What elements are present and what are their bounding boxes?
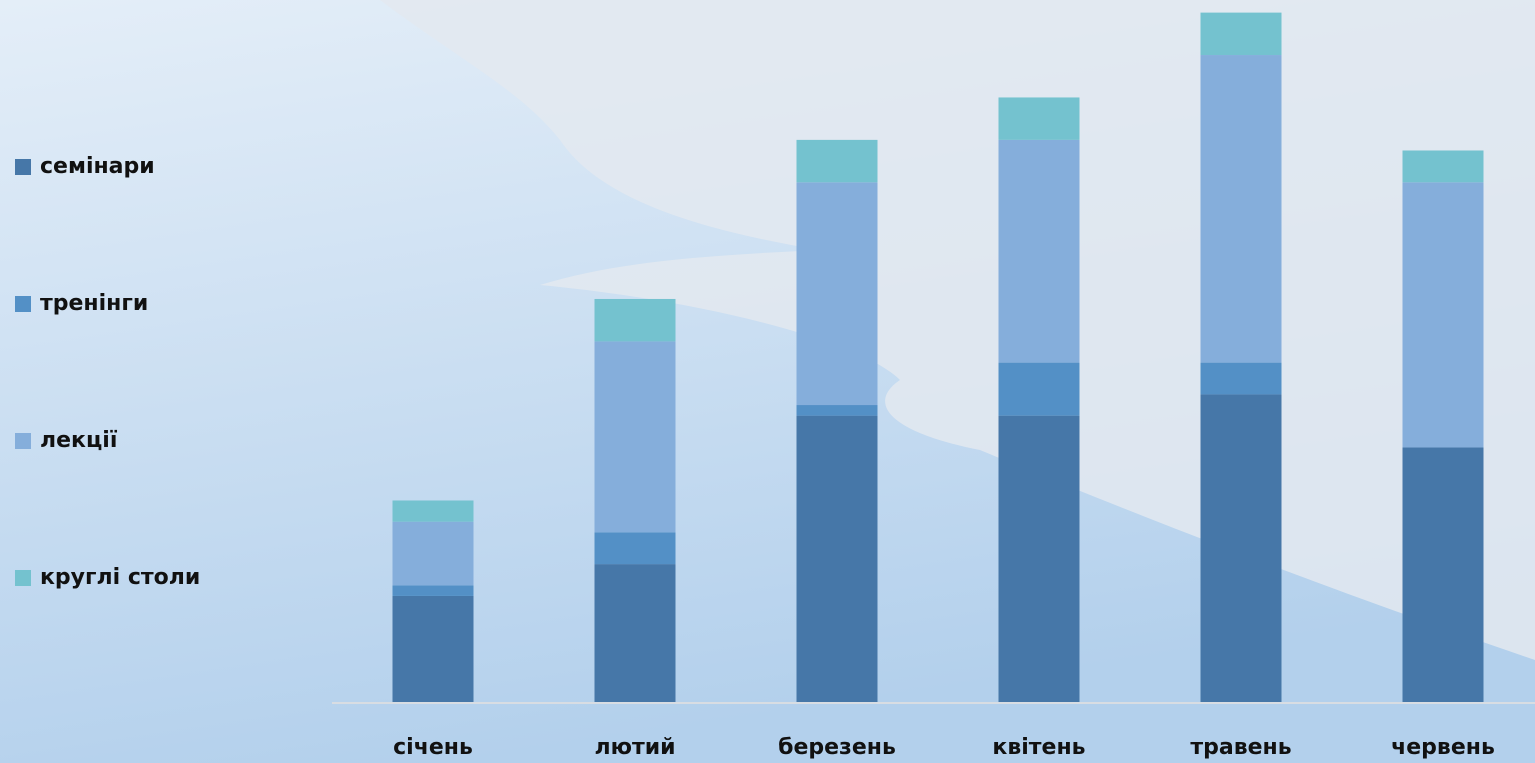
bar-segment: [796, 405, 878, 416]
bar-segment: [998, 415, 1080, 702]
bar-segment: [796, 182, 878, 406]
legend-label: тренінги: [40, 291, 148, 316]
x-tick-label: червень: [1391, 735, 1495, 760]
legend-label: лекції: [40, 428, 118, 453]
x-tick-label: лютий: [594, 735, 675, 760]
x-tick-label: січень: [393, 735, 473, 760]
legend-swatch: [15, 433, 31, 449]
legend-label: семінари: [40, 154, 155, 179]
legend-swatch: [15, 296, 31, 312]
legend-swatch: [15, 159, 31, 175]
bar-segment: [594, 564, 676, 702]
legend-label: круглі столи: [40, 565, 200, 590]
x-tick-label: квітень: [992, 735, 1085, 760]
bar-segment: [392, 500, 474, 522]
bar-segment: [1402, 447, 1484, 702]
bar-segment: [392, 585, 474, 596]
bar-segment: [796, 415, 878, 702]
bar-segment: [594, 532, 676, 565]
bar-segment: [1200, 362, 1282, 395]
bar-segment: [1200, 12, 1282, 56]
bar-segment: [392, 521, 474, 586]
bar-segment: [1402, 150, 1484, 183]
bar-segment: [998, 139, 1080, 363]
bar-segment: [594, 341, 676, 533]
bar-segment: [594, 298, 676, 342]
legend-swatch: [15, 570, 31, 586]
bar-segment: [998, 362, 1080, 416]
x-tick-label: березень: [778, 735, 896, 760]
bar-segment: [1200, 55, 1282, 363]
bar-segment: [392, 595, 474, 702]
bar-segment: [796, 139, 878, 183]
bar-segment: [1200, 394, 1282, 702]
bar-segment: [1402, 182, 1484, 448]
bar-segment: [998, 97, 1080, 140]
x-tick-label: травень: [1190, 735, 1291, 760]
